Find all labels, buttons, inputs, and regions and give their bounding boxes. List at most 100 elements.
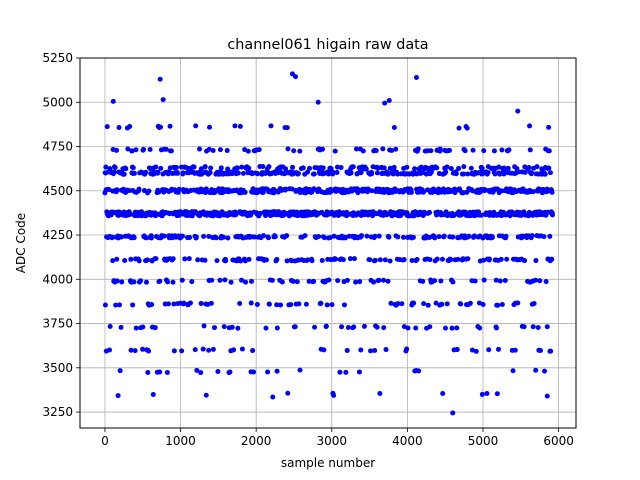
data-point xyxy=(237,123,243,129)
data-point xyxy=(239,277,245,283)
data-point xyxy=(372,257,378,263)
data-point xyxy=(311,278,317,284)
data-point xyxy=(416,368,422,374)
data-point xyxy=(363,166,369,172)
data-point xyxy=(477,325,483,331)
data-point xyxy=(116,125,122,131)
data-point xyxy=(297,148,303,154)
data-point xyxy=(191,164,197,170)
data-point xyxy=(427,324,433,330)
data-point xyxy=(106,347,112,353)
data-point xyxy=(153,164,159,170)
data-point xyxy=(193,123,199,129)
data-point xyxy=(104,124,110,130)
data-point xyxy=(432,278,438,284)
data-point xyxy=(103,164,109,170)
data-point xyxy=(399,301,405,307)
data-point xyxy=(180,170,186,176)
data-point xyxy=(481,277,487,283)
data-point xyxy=(527,147,533,153)
data-point xyxy=(386,234,392,240)
data-point xyxy=(217,147,223,153)
data-point xyxy=(114,278,120,284)
data-point xyxy=(405,325,411,331)
data-point xyxy=(248,300,254,306)
data-point xyxy=(436,234,442,240)
data-point xyxy=(533,367,539,373)
data-point xyxy=(221,234,227,240)
data-point xyxy=(320,165,326,171)
y-tick-label: 3750 xyxy=(42,317,73,331)
data-point xyxy=(136,186,142,192)
data-point xyxy=(494,391,500,397)
data-point xyxy=(414,257,420,263)
data-point xyxy=(115,393,121,399)
data-point xyxy=(427,257,433,263)
data-point xyxy=(510,368,516,374)
data-point xyxy=(143,279,149,285)
data-point xyxy=(427,210,433,216)
data-point xyxy=(438,278,444,284)
data-point xyxy=(245,148,251,154)
data-point xyxy=(138,278,144,284)
data-point xyxy=(428,148,434,154)
data-point xyxy=(202,190,208,196)
data-point xyxy=(258,210,264,216)
y-axis-ticks: 3250 3500 3750 4000 4250 4500 4750 5000 5250 xyxy=(42,51,80,419)
outlier-point xyxy=(203,392,209,398)
data-point xyxy=(140,324,146,330)
data-point xyxy=(433,300,439,306)
data-point xyxy=(497,278,503,284)
data-point xyxy=(278,302,284,308)
data-point xyxy=(344,277,350,283)
data-point xyxy=(296,301,302,307)
data-point xyxy=(491,209,497,215)
data-point xyxy=(532,277,538,283)
x-tick-label: 0 xyxy=(101,434,109,448)
data-points xyxy=(102,71,555,416)
data-point xyxy=(133,325,139,331)
data-point xyxy=(415,146,421,152)
data-point xyxy=(269,277,275,283)
data-point xyxy=(118,324,124,330)
y-tick-label: 3500 xyxy=(42,361,73,375)
data-point xyxy=(456,125,462,131)
data-point xyxy=(198,370,204,376)
data-point xyxy=(130,302,136,308)
data-point xyxy=(107,323,113,329)
data-point xyxy=(260,164,266,170)
data-point xyxy=(127,123,133,129)
data-point xyxy=(210,346,216,352)
data-point xyxy=(319,146,325,152)
data-point xyxy=(121,171,127,177)
data-point xyxy=(140,346,146,352)
data-point xyxy=(265,235,271,241)
data-point xyxy=(546,148,552,154)
data-point xyxy=(274,368,280,374)
data-point xyxy=(409,257,415,263)
data-point xyxy=(541,234,547,240)
data-point xyxy=(332,148,338,154)
data-point xyxy=(372,233,378,239)
data-point xyxy=(180,233,186,239)
data-point xyxy=(404,346,410,352)
data-point xyxy=(192,347,198,353)
data-point xyxy=(383,347,389,353)
data-point xyxy=(266,164,272,170)
data-point xyxy=(155,169,161,175)
x-tick-label: 6000 xyxy=(543,434,574,448)
data-point xyxy=(221,324,227,330)
data-point xyxy=(381,165,387,171)
data-point xyxy=(246,256,252,262)
data-point xyxy=(537,348,543,354)
data-point xyxy=(170,256,176,262)
data-point xyxy=(223,258,229,264)
data-point xyxy=(215,368,221,374)
data-point xyxy=(274,257,280,263)
data-point xyxy=(495,302,501,308)
data-point xyxy=(146,348,152,354)
data-point xyxy=(292,324,298,330)
data-point xyxy=(503,233,509,239)
x-tick-label: 5000 xyxy=(468,434,499,448)
x-tick-label: 3000 xyxy=(317,434,348,448)
